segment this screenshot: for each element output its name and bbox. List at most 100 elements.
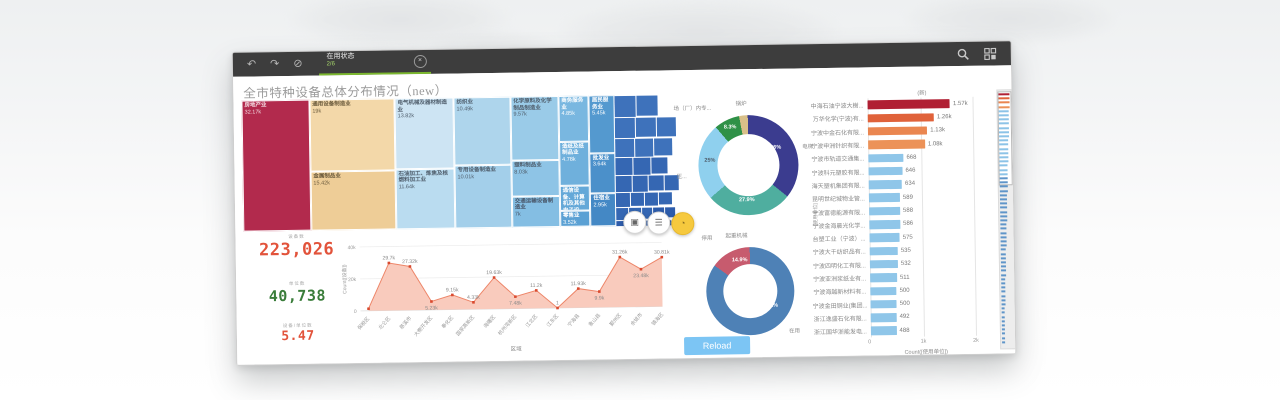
donut-percent-label: 8.3% [723,124,737,131]
bar[interactable] [868,166,903,176]
selection-close-icon[interactable]: × [413,54,427,69]
bar[interactable] [868,139,925,150]
data-point-label: 29.7k [382,255,395,261]
bar[interactable] [870,286,897,296]
treemap-cell[interactable]: 商务服务业 4.85k [558,95,590,142]
treemap-cell[interactable]: 塑料制品业 8.03k [511,160,560,197]
bar-value: 535 [900,247,911,254]
bar[interactable] [869,233,900,243]
minimap-bar [998,126,1009,130]
treemap-cell-name: 居民服务业 [591,97,609,110]
minimap-bar [1000,244,1007,247]
treemap-cell[interactable] [656,116,676,137]
bar[interactable] [869,259,898,269]
treemap-cell[interactable]: 石油加工、炼焦及核燃料加工业 11.64k [395,168,456,230]
data-point-label: 4.33k [467,295,480,301]
bar[interactable] [869,246,898,256]
minimap-bar [1000,240,1007,243]
data-point-label: 7.48k [509,301,522,307]
donut-slice-label: 压... [676,174,687,181]
data-point-label: 23.48k [633,273,649,279]
bar-row-name: 万华化学(宁波)有... [812,116,864,124]
data-point-label: 27.32k [402,259,418,265]
bar-row-name: 宁波申洲针织有限... [811,143,865,151]
selection-back-icon[interactable]: ↶ [246,58,257,71]
bar[interactable] [869,206,901,216]
x-tick-label: 象山县 [587,312,602,328]
minimap-bar [1000,265,1006,268]
reload-button[interactable]: Reload [683,336,751,356]
treemap-cell[interactable]: 专用设备制造业 10.01k [454,164,513,229]
treemap-cell-name: 通信设备、计算机及其他电子设备... [562,188,585,212]
bar[interactable] [867,126,928,136]
treemap-cell[interactable] [615,138,635,158]
selection-forward-icon[interactable]: ↷ [270,58,280,71]
minimap-bar [1001,282,1006,285]
x-tick-label: 保税区 [356,315,371,331]
treemap-cell[interactable]: 住宿业 2.95k [590,193,617,227]
selections-tool-icon[interactable] [984,47,997,60]
treemap-cell[interactable]: 交通运输设备制造业 7k [511,195,561,228]
minimap-bar [999,156,1009,159]
donut-percent-label: 25% [704,157,716,164]
treemap-cell[interactable] [659,192,672,205]
treemap-cell[interactable] [630,192,645,207]
treemap-cell[interactable] [634,138,654,157]
bar-chart-minimap-scrollbar[interactable] [996,89,1016,350]
bar[interactable] [869,219,901,229]
treemap-cell[interactable] [645,192,659,206]
minimap-bar [1000,227,1007,230]
selection-chip[interactable]: 在用状态 2/6 × [318,50,431,76]
treemap-cell[interactable]: 纺织业 10.49k [453,96,512,166]
bar[interactable] [870,326,897,336]
treemap-cell[interactable] [648,175,664,191]
bar[interactable] [868,193,900,203]
data-point [408,265,412,268]
x-tick-label: 大榭开发区 [412,315,434,338]
bar[interactable] [868,180,903,190]
treemap-cell[interactable] [616,192,631,207]
treemap-cell[interactable]: 零售业 3.52k [559,210,591,227]
treemap-cell[interactable] [615,157,633,176]
treemap-cell[interactable] [633,157,651,175]
bar[interactable] [868,153,904,163]
treemap-cell[interactable]: 居民服务业 5.45k [588,95,616,154]
treemap-cell[interactable] [651,157,668,174]
selection-clear-icon[interactable]: ⊘ [293,57,303,70]
minimap-bar [1001,299,1006,302]
bar[interactable] [867,99,951,110]
search-icon[interactable] [957,47,970,60]
treemap-cell[interactable] [614,117,636,138]
treemap-cell-value: 10.49k [456,105,474,112]
treemap-cell[interactable] [614,95,636,117]
treemap-cell[interactable] [615,176,632,193]
minimap-bar [1000,261,1006,264]
treemap-cell[interactable]: 房地产业 32.17k [241,99,312,232]
minimap-bar [998,105,1010,109]
bar[interactable] [870,313,897,322]
bar-value: 1.08k [927,140,943,148]
treemap-cell[interactable]: 通信设备、计算机及其他电子设备...3.91k [559,185,591,212]
bar[interactable] [867,113,934,123]
treemap-cell[interactable]: 金属制品业 15.42k [310,170,397,231]
bar[interactable] [870,273,898,283]
treemap-cell[interactable]: 批发业 3.64k [589,152,616,194]
treemap-cell-value: 32.17k [244,108,262,116]
treemap-cell[interactable] [636,94,658,116]
treemap-cell[interactable]: 造纸及纸制品业 4.78k [558,141,591,187]
minimap-bar [998,110,1010,113]
bar[interactable] [870,299,897,309]
data-point-label: 11.2k [530,283,543,289]
treemap-cell[interactable] [653,137,672,156]
treemap-cell[interactable]: 通用设备制造业 19k [309,98,396,172]
treemap-cell[interactable]: 电气机械及器材制造业 13.82k [394,97,455,170]
treemap-cell[interactable]: 化学原料及化学制品制造业 9.57k [510,95,560,161]
data-point-label: 1 [556,300,559,306]
bar-value: 1.13k [930,127,946,134]
x-axis-title: 区域 [511,345,523,353]
selection-count: 2/6 [326,61,335,68]
x-tick-label: 镇海区 [650,311,665,327]
treemap-cell[interactable] [636,117,656,137]
bar-row-name: 浙江逸盛石化有限... [813,316,867,324]
treemap-cell[interactable] [632,175,649,192]
